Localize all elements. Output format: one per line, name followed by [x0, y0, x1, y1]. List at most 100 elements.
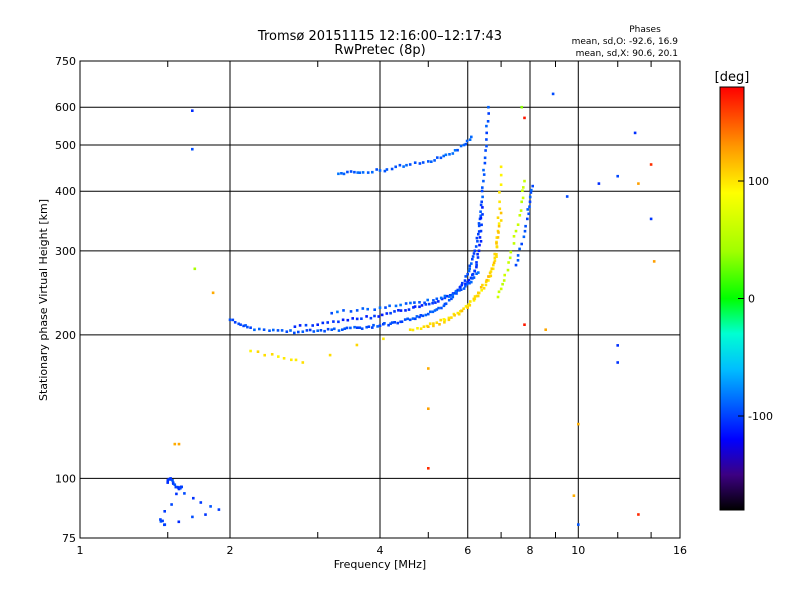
- grid-lines: [80, 61, 680, 538]
- data-point: [516, 259, 520, 262]
- data-point: [367, 325, 371, 328]
- data-point: [340, 172, 343, 175]
- data-point: [326, 321, 329, 324]
- data-point: [282, 357, 286, 360]
- data-point: [476, 240, 479, 243]
- data-point: [434, 301, 437, 304]
- y-tick-label: 100: [55, 472, 76, 485]
- data-point: [427, 302, 431, 306]
- data-point: [400, 320, 404, 323]
- data-point: [616, 174, 619, 178]
- data-point: [427, 312, 430, 316]
- data-point: [472, 276, 476, 279]
- data-point: [170, 503, 173, 506]
- data-point: [475, 261, 478, 264]
- data-point: [468, 304, 472, 307]
- data-point: [484, 280, 488, 283]
- data-point: [496, 236, 500, 239]
- data-point: [544, 328, 547, 331]
- x-axis-label: Frequency [MHz]: [334, 558, 426, 571]
- data-point: [421, 314, 425, 318]
- data-point: [616, 361, 619, 364]
- data-point: [211, 291, 215, 295]
- data-point: [439, 318, 442, 322]
- data-point: [294, 358, 298, 362]
- data-point: [166, 481, 169, 484]
- data-point: [451, 295, 455, 299]
- chart-subtitle: RwPretec (8p): [334, 43, 425, 58]
- data-point: [489, 270, 493, 273]
- data-point: [521, 196, 525, 200]
- data-point: [488, 271, 492, 275]
- data-point: [499, 183, 503, 186]
- x-axis-ticks: 1 2 4 6 8 10 16: [77, 61, 687, 557]
- data-point: [477, 232, 480, 236]
- colorbar-ticks: 100 0 -100: [738, 175, 773, 423]
- data-point: [253, 328, 256, 332]
- data-point: [365, 325, 368, 329]
- data-point: [516, 223, 520, 226]
- data-point: [242, 324, 245, 328]
- data-point: [337, 329, 341, 332]
- data-point: [528, 205, 531, 208]
- data-point: [319, 329, 323, 332]
- data-point: [527, 212, 530, 216]
- data-point: [495, 240, 498, 244]
- data-point: [191, 147, 194, 151]
- data-point: [378, 324, 382, 327]
- data-point: [495, 253, 498, 256]
- colorbar-tick-label: -100: [748, 410, 773, 423]
- data-point: [499, 165, 503, 169]
- data-point: [355, 326, 359, 329]
- data-point: [514, 229, 518, 233]
- data-point: [249, 349, 252, 353]
- data-point: [484, 149, 487, 152]
- data-point: [174, 485, 178, 489]
- data-point: [429, 310, 432, 314]
- data-point: [442, 154, 445, 158]
- x-tick-label: 16: [673, 544, 687, 557]
- data-point: [472, 297, 476, 301]
- data-point: [453, 149, 457, 152]
- data-point: [481, 283, 484, 287]
- data-point: [451, 293, 455, 296]
- y-tick-label: 400: [55, 185, 76, 198]
- data-point: [402, 165, 405, 168]
- data-point: [177, 486, 181, 489]
- data-point: [479, 240, 483, 243]
- data-point: [270, 353, 274, 356]
- data-point: [419, 327, 423, 330]
- plot-frame: [79, 60, 681, 539]
- data-point: [298, 324, 302, 327]
- data-point: [528, 200, 532, 204]
- data-point: [177, 442, 181, 446]
- data-point: [526, 217, 529, 221]
- data-point: [332, 320, 335, 323]
- data-point: [293, 331, 296, 335]
- data-point: [293, 325, 297, 328]
- data-point: [289, 329, 292, 332]
- data-point: [460, 283, 464, 287]
- data-point: [526, 208, 529, 211]
- data-point: [444, 153, 448, 157]
- data-point: [438, 323, 441, 326]
- data-point: [389, 311, 392, 315]
- data-point: [426, 298, 429, 302]
- data-point: [404, 302, 408, 305]
- data-point: [442, 304, 446, 308]
- data-point: [360, 327, 364, 330]
- y-tick-label: 750: [55, 55, 76, 68]
- data-point: [360, 317, 363, 320]
- data-point: [301, 361, 305, 364]
- data-point: [437, 300, 440, 303]
- data-point: [346, 170, 349, 174]
- data-point: [495, 242, 498, 245]
- data-point: [464, 142, 468, 146]
- data-point: [512, 242, 516, 245]
- data-point: [649, 163, 653, 166]
- data-point: [450, 316, 453, 319]
- data-point: [258, 327, 261, 331]
- data-point: [383, 322, 386, 325]
- data-point: [376, 325, 379, 328]
- data-point: [466, 272, 469, 276]
